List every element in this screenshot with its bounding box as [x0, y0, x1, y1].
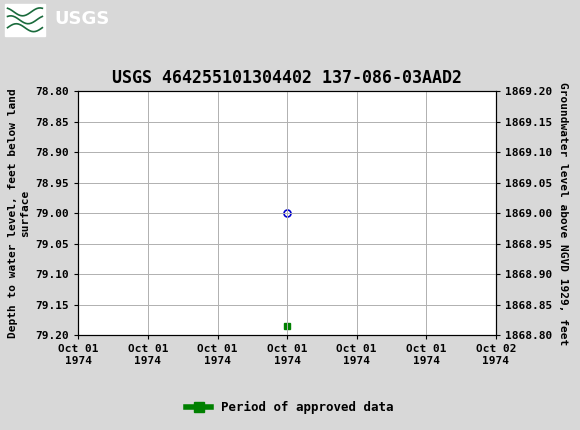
Y-axis label: Groundwater level above NGVD 1929, feet: Groundwater level above NGVD 1929, feet	[558, 82, 568, 345]
Bar	[5, 4, 45, 36]
Y-axis label: Depth to water level, feet below land
surface: Depth to water level, feet below land su…	[8, 89, 30, 338]
Text: USGS: USGS	[54, 10, 109, 28]
Title: USGS 464255101304402 137-086-03AAD2: USGS 464255101304402 137-086-03AAD2	[112, 69, 462, 87]
Legend: Period of approved data: Period of approved data	[181, 396, 399, 419]
